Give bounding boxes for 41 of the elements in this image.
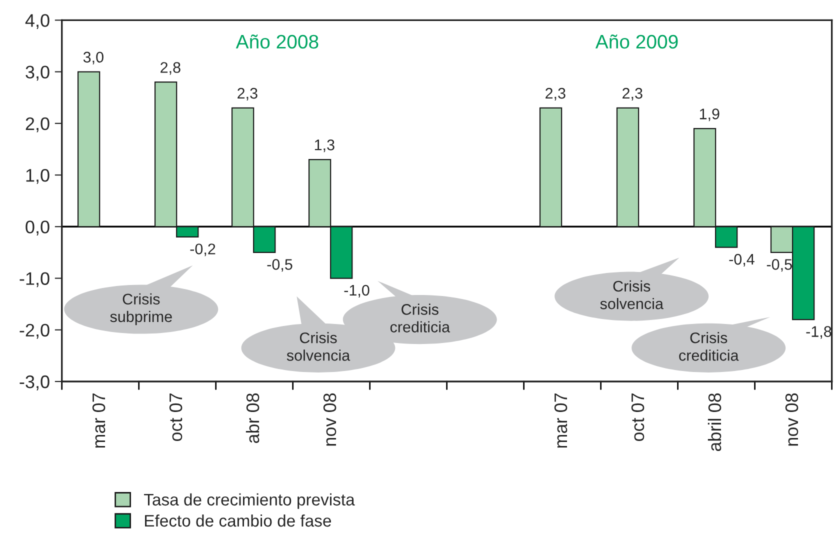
y-tick-label: -1,0 [20, 272, 50, 288]
legend-label: Efecto de cambio de fase [145, 514, 331, 527]
y-tick-label: 4,0 [25, 14, 50, 30]
data-label: 3,0 [83, 52, 104, 64]
bar [539, 107, 562, 228]
x-tick-label: nov 08 [323, 393, 336, 446]
annotation: Crisis solvencia [286, 332, 350, 361]
y-tick-label: 2,0 [26, 117, 50, 132]
annotation: Año 2009 [595, 34, 678, 49]
data-label: 1,3 [314, 140, 334, 152]
x-tick-label: oct 07 [169, 394, 182, 442]
data-label: 2,3 [622, 88, 642, 101]
data-label: -0,5 [267, 259, 292, 272]
x-tick-label: oct 07 [631, 394, 644, 442]
y-tick-label: 0,0 [26, 220, 50, 236]
x-tick-label: abril 08 [708, 393, 722, 452]
data-label: -0,2 [190, 244, 216, 256]
data-label: 2,3 [546, 88, 566, 101]
bar [77, 71, 100, 228]
x-tick-label: mar 07 [554, 394, 568, 448]
data-label: -1,0 [344, 284, 370, 298]
data-label: -1,8 [806, 326, 832, 339]
annotation: Crisis subprime [110, 293, 172, 326]
annotation: Año 2008 [236, 34, 318, 49]
legend-label: Tasa de crecimiento prevista [144, 493, 355, 509]
annotation: Crisis crediticia [679, 332, 739, 361]
data-label: 2,8 [160, 62, 180, 75]
data-label: -0,5 [766, 259, 792, 272]
y-tick-label: -2,0 [20, 324, 50, 339]
y-tick-label: 3,0 [26, 66, 50, 81]
y-tick-label: 1,0 [26, 168, 50, 184]
x-tick-label: mar 07 [92, 394, 106, 448]
data-label: 1,9 [700, 108, 720, 122]
data-label: -0,4 [729, 254, 754, 267]
y-tick-label: -3,0 [20, 375, 50, 390]
data-label: 2,3 [238, 88, 258, 101]
x-tick-label: abr 08 [246, 393, 260, 444]
bar [616, 107, 640, 228]
x-tick-label: nov 08 [785, 393, 798, 446]
annotation: Crisis crediticia [390, 304, 450, 332]
annotation: Crisis solvencia [600, 280, 664, 310]
